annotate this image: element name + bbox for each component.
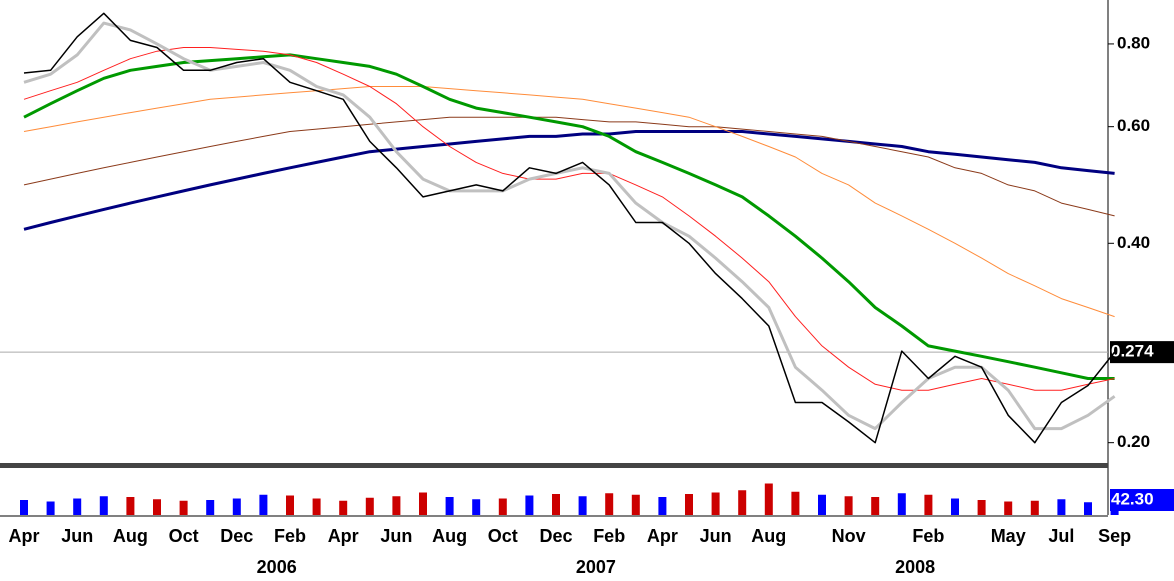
series-line: [23, 12, 1116, 444]
series-line: [23, 130, 1115, 231]
last-price-label: 0.274: [1111, 342, 1154, 361]
volume-bar: [259, 494, 268, 515]
volume-bar: [392, 496, 401, 515]
volume-bar: [924, 494, 933, 515]
volume-bar: [1084, 502, 1092, 515]
volume-bar: [126, 497, 135, 515]
x-tick-label: Jun: [700, 526, 732, 546]
x-tick-label: Feb: [274, 526, 306, 546]
series-line: [23, 53, 1115, 380]
volume-bar: [711, 492, 720, 515]
x-tick-label: Feb: [593, 526, 625, 546]
x-tick-label: Nov: [832, 526, 866, 546]
series-line: [23, 116, 1115, 217]
volume-bar: [73, 498, 82, 515]
x-tick-label: May: [991, 526, 1026, 546]
last-volume-box: [1110, 489, 1174, 511]
volume-bar: [312, 498, 321, 515]
y-tick-label: 0.20: [1117, 432, 1150, 451]
volume-bar: [445, 497, 454, 515]
volume-bar: [764, 483, 773, 515]
series-line: [23, 47, 1115, 391]
year-label: 2008: [895, 557, 935, 577]
last-price-box: [1110, 341, 1174, 364]
volume-bar: [1057, 499, 1066, 515]
x-tick-label: Oct: [488, 526, 518, 546]
volume-bar: [871, 497, 880, 515]
x-tick-label: Oct: [169, 526, 199, 546]
x-tick-label: Aug: [432, 526, 467, 546]
volume-bar: [897, 493, 906, 515]
y-tick-label: 0.40: [1117, 233, 1150, 252]
volume-bar: [232, 498, 241, 515]
volume-bar: [179, 500, 188, 515]
x-tick-label: Apr: [647, 526, 678, 546]
volume-bar: [525, 495, 534, 515]
series-line: [23, 21, 1116, 431]
volume-bar: [286, 495, 294, 515]
volume-bar: [818, 494, 826, 515]
volume-bar: [791, 491, 800, 515]
year-label: 2006: [257, 557, 297, 577]
volume-bar: [206, 500, 215, 515]
x-tick-label: Apr: [9, 526, 40, 546]
x-tick-label: Jul: [1048, 526, 1074, 546]
x-tick-label: Dec: [220, 526, 253, 546]
volume-bar: [46, 501, 55, 515]
volume-bar: [365, 497, 374, 515]
volume-bar: [498, 498, 507, 515]
volume-bar: [552, 494, 560, 515]
x-tick-label: Aug: [751, 526, 786, 546]
volume-bar: [738, 490, 747, 515]
volume-bar: [339, 500, 348, 515]
x-tick-label: Sep: [1098, 526, 1131, 546]
volume-bar: [685, 494, 693, 515]
panel-separator: [0, 463, 1108, 468]
volume-bar: [419, 492, 427, 515]
series-line: [23, 86, 1115, 318]
y-tick-label: 0.80: [1117, 33, 1150, 52]
volume-bar: [99, 496, 108, 515]
volume-bar: [1030, 500, 1039, 515]
x-tick-label: Jun: [61, 526, 93, 546]
year-label: 2007: [576, 557, 616, 577]
volume-bar: [631, 494, 640, 515]
x-tick-label: Dec: [539, 526, 572, 546]
volume-bar: [977, 500, 986, 515]
y-tick-label: 0.60: [1117, 116, 1150, 135]
volume-bar: [1004, 501, 1013, 515]
last-volume-label: 42.30: [1111, 489, 1154, 508]
x-tick-label: Apr: [328, 526, 359, 546]
volume-bar: [951, 498, 959, 515]
volume-bar: [472, 499, 481, 515]
x-tick-label: Feb: [912, 526, 944, 546]
volume-bar: [20, 500, 28, 515]
volume-bar: [844, 496, 853, 515]
volume-bar: [153, 499, 161, 515]
volume-bar: [605, 493, 614, 515]
x-tick-label: Aug: [113, 526, 148, 546]
volume-bar: [578, 496, 587, 515]
x-tick-label: Jun: [380, 526, 412, 546]
volume-bar: [658, 497, 667, 515]
